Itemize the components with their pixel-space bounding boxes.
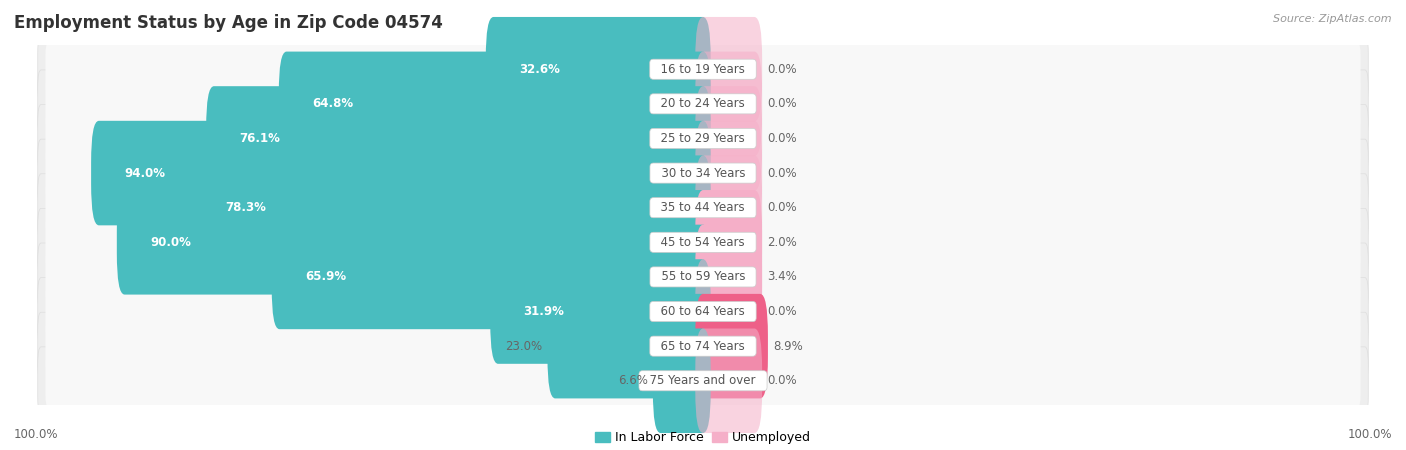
FancyBboxPatch shape	[38, 174, 1368, 242]
FancyBboxPatch shape	[696, 190, 762, 295]
FancyBboxPatch shape	[547, 294, 710, 398]
FancyBboxPatch shape	[45, 252, 1361, 302]
Text: 65.9%: 65.9%	[305, 270, 346, 284]
Text: 78.3%: 78.3%	[225, 201, 266, 214]
Text: 6.6%: 6.6%	[617, 374, 648, 387]
FancyBboxPatch shape	[45, 356, 1361, 406]
FancyBboxPatch shape	[45, 44, 1361, 94]
Text: 0.0%: 0.0%	[768, 305, 797, 318]
Text: 100.0%: 100.0%	[14, 428, 59, 441]
Text: 0.0%: 0.0%	[768, 201, 797, 214]
Text: 75 Years and over: 75 Years and over	[643, 374, 763, 387]
FancyBboxPatch shape	[45, 79, 1361, 129]
FancyBboxPatch shape	[45, 148, 1361, 198]
FancyBboxPatch shape	[193, 155, 710, 260]
FancyBboxPatch shape	[38, 312, 1368, 380]
FancyBboxPatch shape	[38, 104, 1368, 172]
Text: Source: ZipAtlas.com: Source: ZipAtlas.com	[1274, 14, 1392, 23]
Text: 0.0%: 0.0%	[768, 63, 797, 76]
FancyBboxPatch shape	[38, 208, 1368, 276]
FancyBboxPatch shape	[696, 155, 762, 260]
FancyBboxPatch shape	[38, 35, 1368, 103]
Text: 35 to 44 Years: 35 to 44 Years	[654, 201, 752, 214]
Text: 76.1%: 76.1%	[239, 132, 280, 145]
FancyBboxPatch shape	[696, 86, 762, 191]
Text: 30 to 34 Years: 30 to 34 Years	[654, 166, 752, 180]
FancyBboxPatch shape	[696, 294, 768, 398]
FancyBboxPatch shape	[91, 121, 710, 225]
FancyBboxPatch shape	[207, 86, 710, 191]
FancyBboxPatch shape	[45, 113, 1361, 163]
Legend: In Labor Force, Unemployed: In Labor Force, Unemployed	[591, 426, 815, 449]
Text: 2.0%: 2.0%	[768, 236, 797, 249]
Text: 0.0%: 0.0%	[768, 374, 797, 387]
Text: 94.0%: 94.0%	[125, 166, 166, 180]
FancyBboxPatch shape	[491, 259, 710, 364]
FancyBboxPatch shape	[38, 70, 1368, 138]
Text: 3.4%: 3.4%	[768, 270, 797, 284]
Text: 32.6%: 32.6%	[519, 63, 560, 76]
FancyBboxPatch shape	[696, 328, 762, 433]
Text: 45 to 54 Years: 45 to 54 Years	[654, 236, 752, 249]
FancyBboxPatch shape	[278, 52, 710, 156]
Text: 20 to 24 Years: 20 to 24 Years	[654, 97, 752, 110]
Text: 65 to 74 Years: 65 to 74 Years	[654, 340, 752, 353]
FancyBboxPatch shape	[271, 225, 710, 329]
Text: 8.9%: 8.9%	[773, 340, 803, 353]
FancyBboxPatch shape	[117, 190, 710, 295]
Text: 90.0%: 90.0%	[150, 236, 191, 249]
FancyBboxPatch shape	[38, 243, 1368, 311]
Text: 31.9%: 31.9%	[523, 305, 565, 318]
Text: 25 to 29 Years: 25 to 29 Years	[654, 132, 752, 145]
FancyBboxPatch shape	[696, 225, 762, 329]
FancyBboxPatch shape	[45, 287, 1361, 337]
Text: 64.8%: 64.8%	[312, 97, 353, 110]
Text: 0.0%: 0.0%	[768, 97, 797, 110]
FancyBboxPatch shape	[38, 278, 1368, 346]
FancyBboxPatch shape	[696, 52, 762, 156]
Text: 55 to 59 Years: 55 to 59 Years	[654, 270, 752, 284]
FancyBboxPatch shape	[38, 139, 1368, 207]
FancyBboxPatch shape	[696, 259, 762, 364]
FancyBboxPatch shape	[696, 17, 762, 122]
FancyBboxPatch shape	[45, 321, 1361, 371]
FancyBboxPatch shape	[45, 217, 1361, 267]
Text: 16 to 19 Years: 16 to 19 Years	[654, 63, 752, 76]
FancyBboxPatch shape	[38, 347, 1368, 415]
Text: Employment Status by Age in Zip Code 04574: Employment Status by Age in Zip Code 045…	[14, 14, 443, 32]
FancyBboxPatch shape	[696, 121, 762, 225]
Text: 60 to 64 Years: 60 to 64 Years	[654, 305, 752, 318]
Text: 0.0%: 0.0%	[768, 132, 797, 145]
Text: 100.0%: 100.0%	[1347, 428, 1392, 441]
FancyBboxPatch shape	[45, 183, 1361, 233]
FancyBboxPatch shape	[485, 17, 710, 122]
Text: 0.0%: 0.0%	[768, 166, 797, 180]
FancyBboxPatch shape	[652, 328, 710, 433]
Text: 23.0%: 23.0%	[505, 340, 543, 353]
